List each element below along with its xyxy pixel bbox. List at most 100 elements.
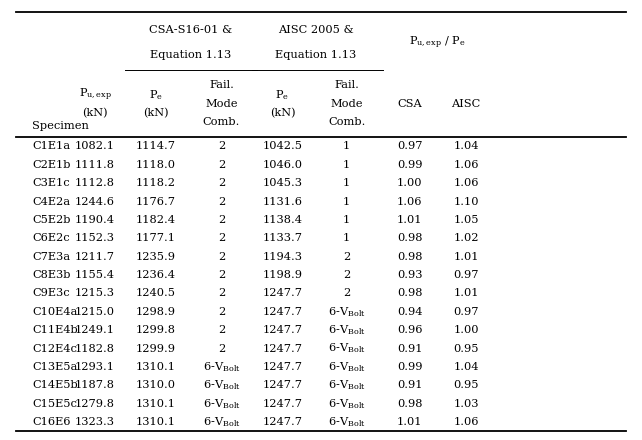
Text: 0.96: 0.96 — [397, 325, 422, 335]
Text: 1177.1: 1177.1 — [136, 233, 176, 243]
Text: 1118.0: 1118.0 — [136, 160, 176, 170]
Text: 1.06: 1.06 — [453, 160, 479, 170]
Text: 6-V$_{\mathregular{Bolt}}$: 6-V$_{\mathregular{Bolt}}$ — [203, 360, 240, 374]
Text: 1.00: 1.00 — [453, 325, 479, 335]
Text: CSA: CSA — [397, 99, 422, 109]
Text: Mode: Mode — [205, 99, 238, 109]
Text: 1323.3: 1323.3 — [75, 417, 115, 427]
Text: 2: 2 — [218, 325, 225, 335]
Text: C9E3c: C9E3c — [32, 289, 70, 298]
Text: 2: 2 — [218, 233, 225, 243]
Text: 1247.7: 1247.7 — [263, 325, 302, 335]
Text: 1.06: 1.06 — [397, 197, 422, 206]
Text: 1.01: 1.01 — [453, 289, 479, 298]
Text: 2: 2 — [218, 307, 225, 317]
Text: 0.91: 0.91 — [397, 344, 422, 353]
Text: 2: 2 — [218, 270, 225, 280]
Text: 0.98: 0.98 — [397, 289, 422, 298]
Text: C16E6: C16E6 — [32, 417, 71, 427]
Text: AISC: AISC — [451, 99, 481, 109]
Text: 1215.3: 1215.3 — [75, 289, 115, 298]
Text: 2: 2 — [218, 197, 225, 206]
Text: 1111.8: 1111.8 — [75, 160, 115, 170]
Text: C1E1a: C1E1a — [32, 142, 70, 151]
Text: 1.01: 1.01 — [397, 215, 422, 225]
Text: 1299.8: 1299.8 — [136, 325, 176, 335]
Text: (kN): (kN) — [270, 108, 295, 118]
Text: 0.91: 0.91 — [397, 380, 422, 390]
Text: C7E3a: C7E3a — [32, 252, 70, 262]
Text: 1310.0: 1310.0 — [136, 380, 176, 390]
Text: 6-V$_{\mathregular{Bolt}}$: 6-V$_{\mathregular{Bolt}}$ — [203, 397, 240, 411]
Text: 1152.3: 1152.3 — [75, 233, 115, 243]
Text: 2: 2 — [218, 215, 225, 225]
Text: 1042.5: 1042.5 — [263, 142, 302, 151]
Text: 1279.8: 1279.8 — [75, 399, 115, 409]
Text: 2: 2 — [218, 252, 225, 262]
Text: 0.99: 0.99 — [397, 160, 422, 170]
Text: 2: 2 — [343, 289, 351, 298]
Text: 1045.3: 1045.3 — [263, 178, 302, 188]
Text: 1: 1 — [343, 197, 351, 206]
Text: 1244.6: 1244.6 — [75, 197, 115, 206]
Text: 1.00: 1.00 — [397, 178, 422, 188]
Text: 1.03: 1.03 — [453, 399, 479, 409]
Text: Fail.: Fail. — [334, 81, 359, 90]
Text: 1247.7: 1247.7 — [263, 307, 302, 317]
Text: 2: 2 — [218, 344, 225, 353]
Text: 0.97: 0.97 — [453, 307, 479, 317]
Text: 1190.4: 1190.4 — [75, 215, 115, 225]
Text: C14E5b: C14E5b — [32, 380, 78, 390]
Text: 1187.8: 1187.8 — [75, 380, 115, 390]
Text: 1.04: 1.04 — [453, 142, 479, 151]
Text: 0.97: 0.97 — [397, 142, 422, 151]
Text: 6-V$_{\mathregular{Bolt}}$: 6-V$_{\mathregular{Bolt}}$ — [328, 341, 365, 356]
Text: 6-V$_{\mathregular{Bolt}}$: 6-V$_{\mathregular{Bolt}}$ — [328, 415, 365, 429]
Text: C8E3b: C8E3b — [32, 270, 71, 280]
Text: 1215.0: 1215.0 — [75, 307, 115, 317]
Text: P$_{\mathregular{u,exp}}$: P$_{\mathregular{u,exp}}$ — [78, 86, 112, 103]
Text: 1194.3: 1194.3 — [263, 252, 302, 262]
Text: 6-V$_{\mathregular{Bolt}}$: 6-V$_{\mathregular{Bolt}}$ — [328, 360, 365, 374]
Text: C13E5a: C13E5a — [32, 362, 78, 372]
Text: 1.06: 1.06 — [453, 178, 479, 188]
Text: 1247.7: 1247.7 — [263, 417, 302, 427]
Text: C15E5c: C15E5c — [32, 399, 77, 409]
Text: 1046.0: 1046.0 — [263, 160, 302, 170]
Text: Comb.: Comb. — [203, 117, 240, 127]
Text: 1118.2: 1118.2 — [136, 178, 176, 188]
Text: C11E4b: C11E4b — [32, 325, 78, 335]
Text: 6-V$_{\mathregular{Bolt}}$: 6-V$_{\mathregular{Bolt}}$ — [328, 323, 365, 337]
Text: P$_{\mathregular{e}}$: P$_{\mathregular{e}}$ — [275, 88, 290, 102]
Text: Fail.: Fail. — [209, 81, 234, 90]
Text: 1112.8: 1112.8 — [75, 178, 115, 188]
Text: 1114.7: 1114.7 — [136, 142, 176, 151]
Text: 1: 1 — [343, 215, 351, 225]
Text: 1198.9: 1198.9 — [263, 270, 302, 280]
Text: 1155.4: 1155.4 — [75, 270, 115, 280]
Text: 1310.1: 1310.1 — [136, 399, 176, 409]
Text: 0.99: 0.99 — [397, 362, 422, 372]
Text: 6-V$_{\mathregular{Bolt}}$: 6-V$_{\mathregular{Bolt}}$ — [203, 378, 240, 392]
Text: 1299.9: 1299.9 — [136, 344, 176, 353]
Text: CSA-S16-01 &: CSA-S16-01 & — [149, 26, 232, 35]
Text: 2: 2 — [218, 178, 225, 188]
Text: C2E1b: C2E1b — [32, 160, 71, 170]
Text: 1182.8: 1182.8 — [75, 344, 115, 353]
Text: 0.93: 0.93 — [397, 270, 422, 280]
Text: 2: 2 — [218, 160, 225, 170]
Text: 1082.1: 1082.1 — [75, 142, 115, 151]
Text: C4E2a: C4E2a — [32, 197, 70, 206]
Text: 2: 2 — [218, 289, 225, 298]
Text: P$_{\mathregular{u,exp}}$ / P$_{\mathregular{e}}$: P$_{\mathregular{u,exp}}$ / P$_{\mathreg… — [410, 34, 466, 51]
Text: 1298.9: 1298.9 — [136, 307, 176, 317]
Text: C12E4c: C12E4c — [32, 344, 77, 353]
Text: 1: 1 — [343, 142, 351, 151]
Text: 1.04: 1.04 — [453, 362, 479, 372]
Text: 1: 1 — [343, 160, 351, 170]
Text: 0.98: 0.98 — [397, 252, 422, 262]
Text: 2: 2 — [343, 270, 351, 280]
Text: C10E4a: C10E4a — [32, 307, 78, 317]
Text: (kN): (kN) — [143, 108, 169, 118]
Text: 1247.7: 1247.7 — [263, 289, 302, 298]
